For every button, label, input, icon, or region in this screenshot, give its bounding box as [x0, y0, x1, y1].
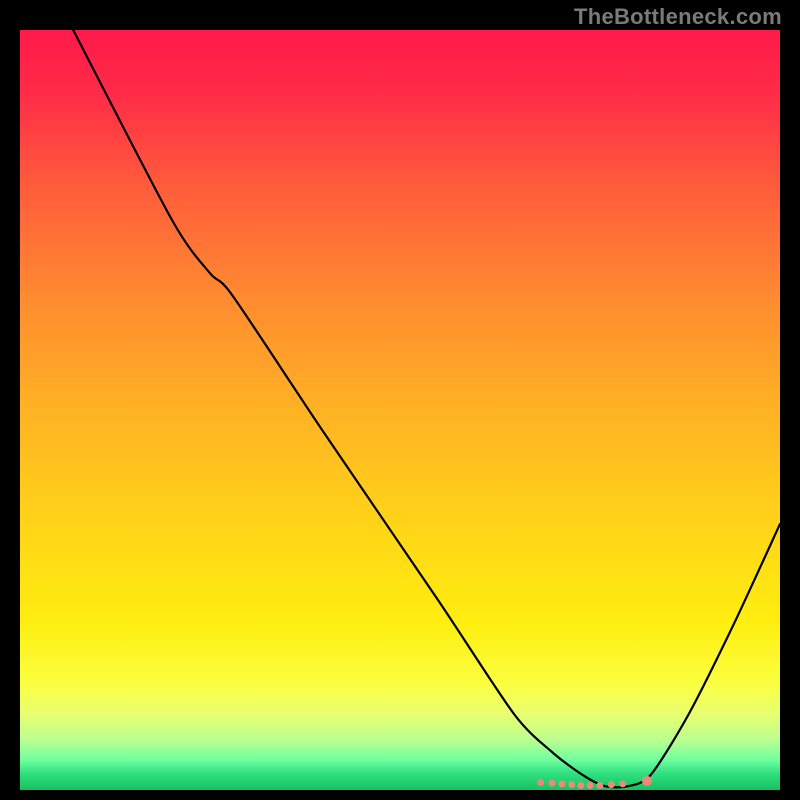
data-marker — [608, 781, 615, 788]
gradient-background — [20, 30, 780, 790]
plot-area — [20, 30, 780, 790]
data-marker — [642, 776, 652, 786]
data-marker — [549, 780, 556, 787]
data-marker — [558, 780, 565, 787]
data-marker — [596, 782, 603, 789]
data-marker — [568, 781, 575, 788]
watermark-text: TheBottleneck.com — [574, 4, 782, 30]
data-marker — [619, 780, 626, 787]
chart-container: TheBottleneck.com — [0, 0, 800, 800]
data-marker — [577, 782, 584, 789]
data-marker — [537, 779, 544, 786]
bottleneck-curve-chart — [20, 30, 780, 790]
data-marker — [587, 782, 594, 789]
